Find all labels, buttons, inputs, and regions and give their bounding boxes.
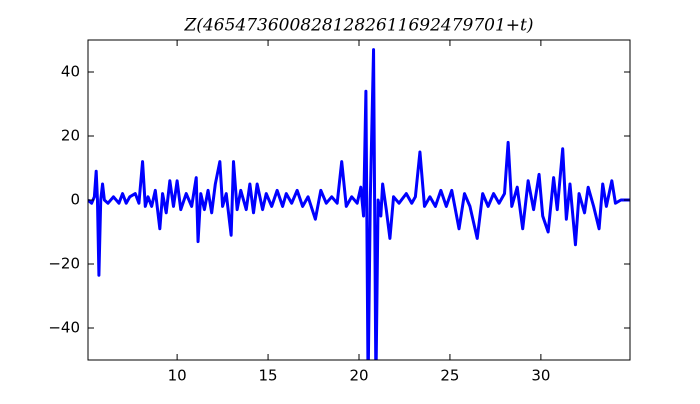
x-tick-label: 10 xyxy=(168,367,187,385)
y-tick-label: 20 xyxy=(61,127,80,145)
y-tick-label: −40 xyxy=(48,319,80,337)
y-tick-label: −20 xyxy=(48,255,80,273)
y-tick-label: 40 xyxy=(61,63,80,81)
x-tick-label: 20 xyxy=(349,367,368,385)
plot-area xyxy=(88,48,630,360)
x-tick-label: 15 xyxy=(259,367,278,385)
y-tick-label: 0 xyxy=(70,191,80,209)
x-tick-label: 30 xyxy=(531,367,550,385)
x-tick-label: 25 xyxy=(440,367,459,385)
chart-title: Z(4654736008281282611692479701+t) xyxy=(184,16,534,36)
data-line xyxy=(88,48,630,360)
